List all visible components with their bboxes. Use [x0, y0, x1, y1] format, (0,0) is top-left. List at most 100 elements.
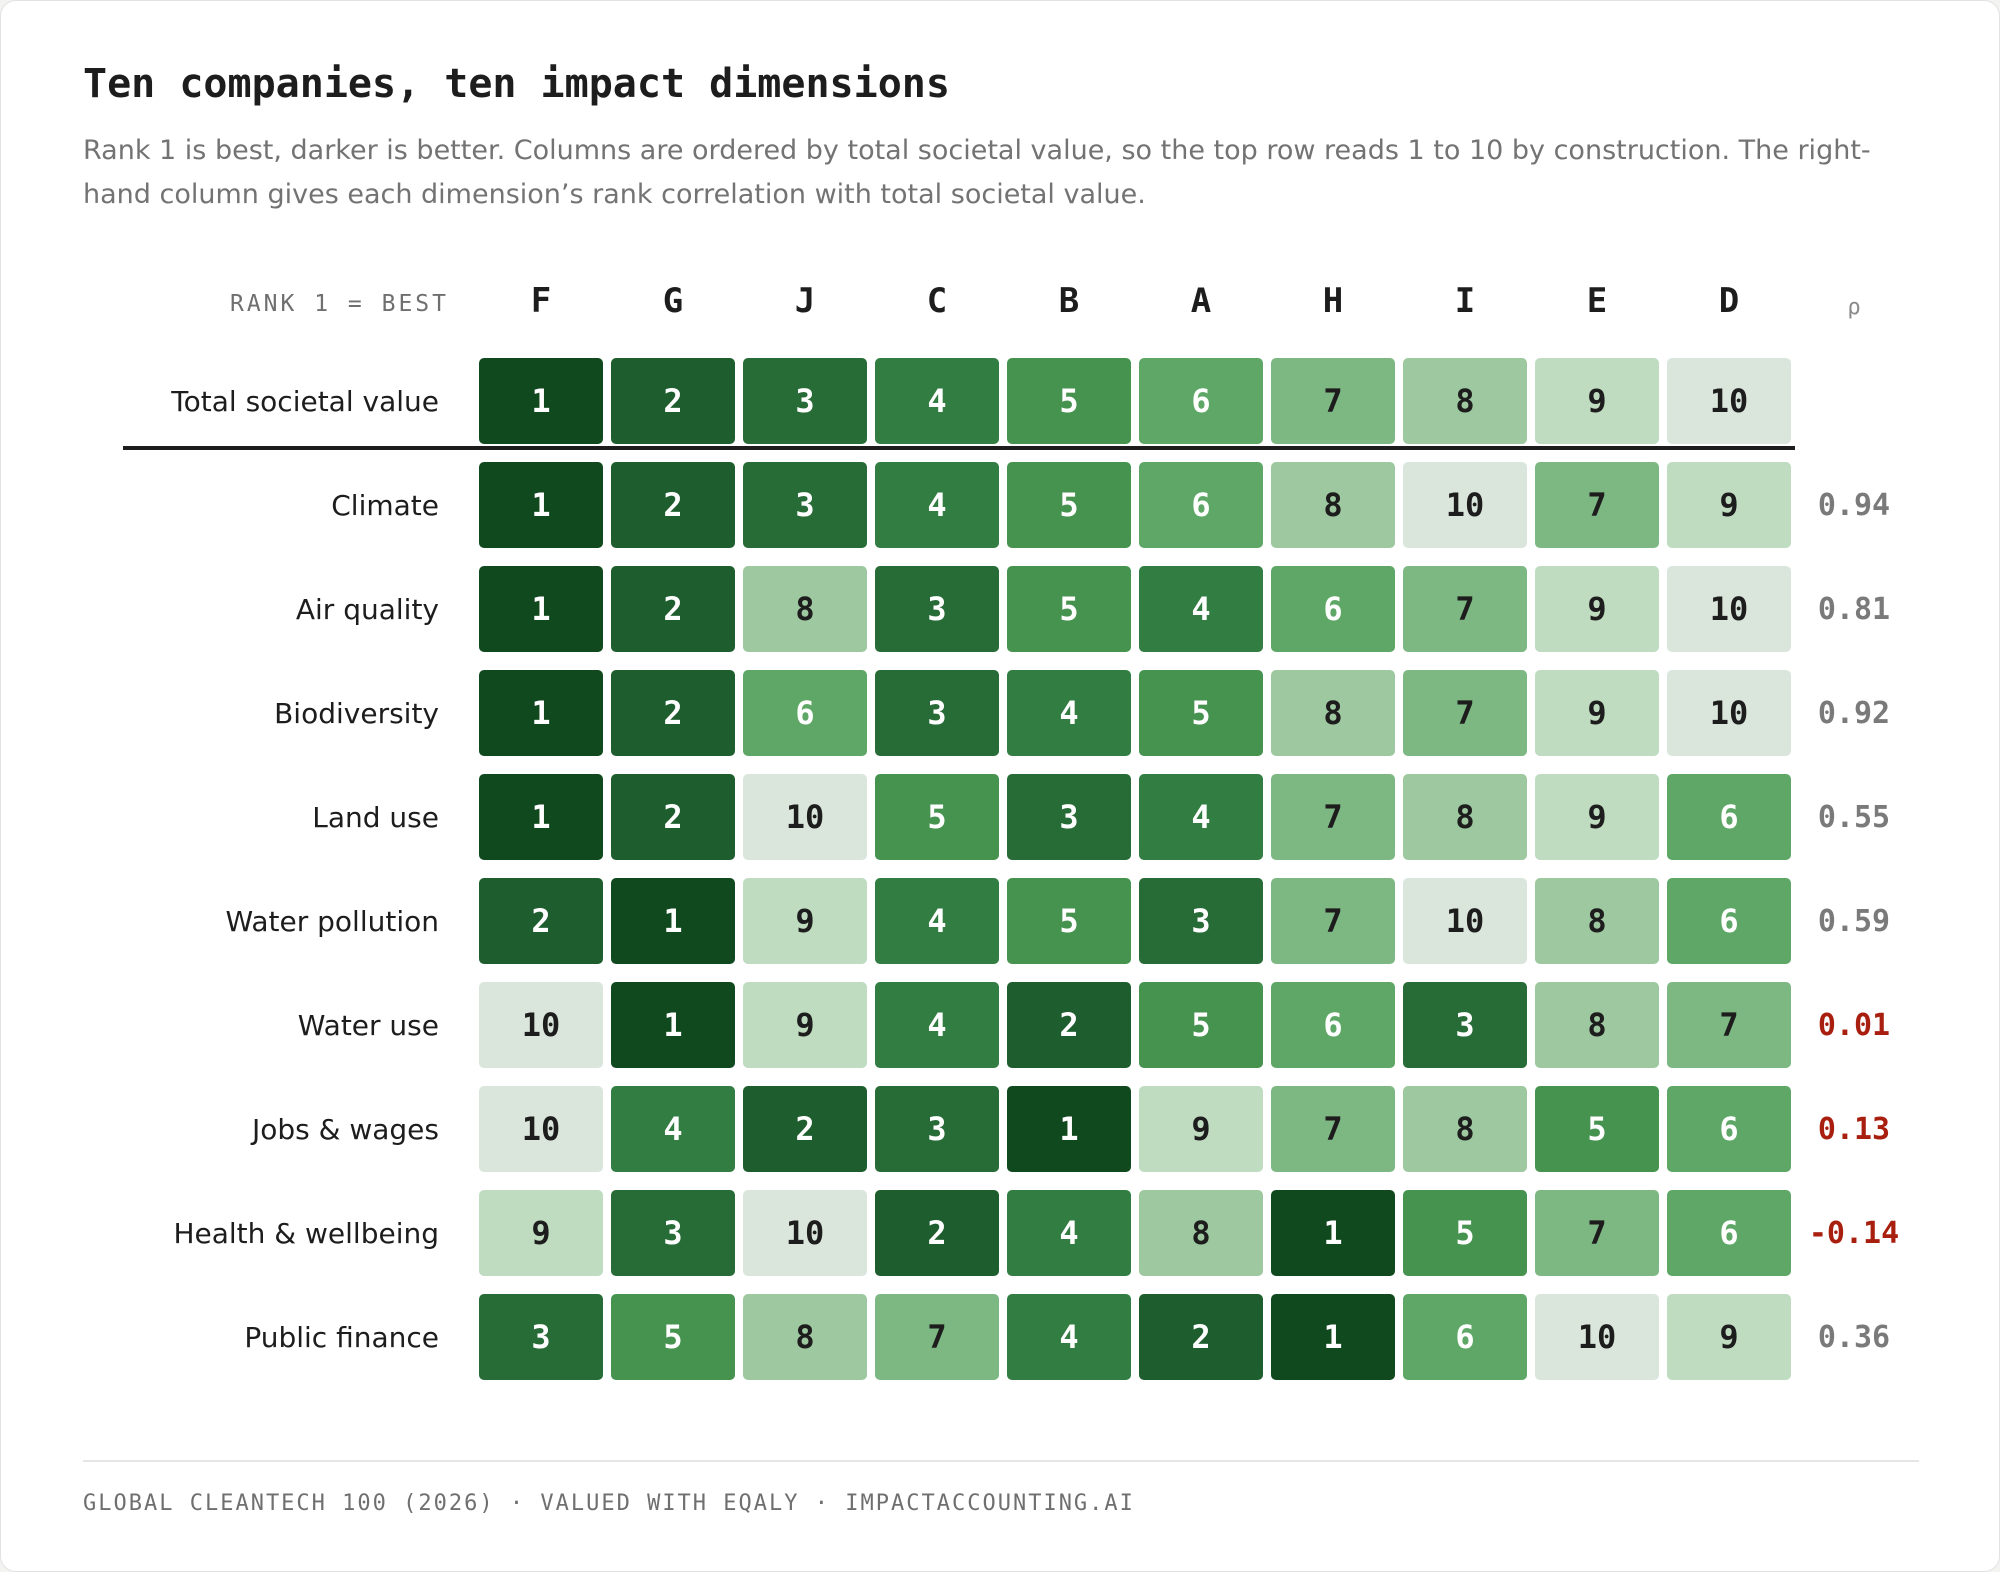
correlation-value-climate: 0.94: [1817, 487, 1891, 523]
rank-cell-water-pollution-g: 1: [611, 878, 735, 964]
rank-cell-biodiversity-f: 1: [479, 670, 603, 756]
rank-cell-total-societal-value-i: 8: [1403, 358, 1527, 444]
correlation-value-water-pollution: 0.59: [1817, 903, 1891, 939]
rank-cell-biodiversity-b: 4: [1007, 670, 1131, 756]
rank-cell-health-and-wellbeing-f: 9: [479, 1190, 603, 1276]
total-row-divider: [123, 446, 1795, 450]
rank-cell-climate-f: 1: [479, 462, 603, 548]
rank-cell-climate-c: 4: [875, 462, 999, 548]
rank-cell-water-use-e: 8: [1535, 982, 1659, 1068]
rank-cell-health-and-wellbeing-e: 7: [1535, 1190, 1659, 1276]
rank-cell-jobs-and-wages-i: 8: [1403, 1086, 1527, 1172]
rank-cell-public-finance-g: 5: [611, 1294, 735, 1380]
rank-cell-climate-b: 5: [1007, 462, 1131, 548]
rank-cell-water-pollution-e: 8: [1535, 878, 1659, 964]
rank-cell-land-use-h: 7: [1271, 774, 1395, 860]
rank-cell-air-quality-b: 5: [1007, 566, 1131, 652]
column-header-b: B: [1058, 281, 1080, 321]
rank-cell-climate-g: 2: [611, 462, 735, 548]
correlation-value-land-use: 0.55: [1817, 799, 1891, 835]
rank-cell-total-societal-value-e: 9: [1535, 358, 1659, 444]
column-header-f: F: [530, 281, 552, 321]
rank-cell-air-quality-f: 1: [479, 566, 603, 652]
correlation-value-health-and-wellbeing: -0.14: [1808, 1215, 1900, 1251]
column-header-d: D: [1718, 281, 1740, 321]
rank-cell-public-finance-j: 8: [743, 1294, 867, 1380]
rank-cell-health-and-wellbeing-a: 8: [1139, 1190, 1263, 1276]
rank-cell-water-pollution-j: 9: [743, 878, 867, 964]
rank-cell-air-quality-c: 3: [875, 566, 999, 652]
rank-cell-land-use-c: 5: [875, 774, 999, 860]
rank-cell-total-societal-value-b: 5: [1007, 358, 1131, 444]
rank-cell-health-and-wellbeing-c: 2: [875, 1190, 999, 1276]
rank-cell-land-use-j: 10: [743, 774, 867, 860]
rank-cell-air-quality-g: 2: [611, 566, 735, 652]
rank-cell-biodiversity-e: 9: [1535, 670, 1659, 756]
column-header-a: A: [1190, 281, 1212, 321]
rank-cell-biodiversity-j: 6: [743, 670, 867, 756]
rank-cell-land-use-f: 1: [479, 774, 603, 860]
rank-cell-water-use-h: 6: [1271, 982, 1395, 1068]
rank-cell-jobs-and-wages-d: 6: [1667, 1086, 1791, 1172]
rank-cell-health-and-wellbeing-d: 6: [1667, 1190, 1791, 1276]
rank-cell-water-pollution-f: 2: [479, 878, 603, 964]
rank-cell-public-finance-e: 10: [1535, 1294, 1659, 1380]
rank-cell-jobs-and-wages-h: 7: [1271, 1086, 1395, 1172]
rank-cell-climate-e: 7: [1535, 462, 1659, 548]
chart-subtitle: Rank 1 is best, darker is better. Column…: [83, 135, 1871, 210]
rank-cell-biodiversity-c: 3: [875, 670, 999, 756]
rank-cell-jobs-and-wages-b: 1: [1007, 1086, 1131, 1172]
rank-cell-jobs-and-wages-j: 2: [743, 1086, 867, 1172]
rank-cell-water-use-b: 2: [1007, 982, 1131, 1068]
rank-cell-land-use-b: 3: [1007, 774, 1131, 860]
rank-cell-climate-j: 3: [743, 462, 867, 548]
rank-cell-health-and-wellbeing-i: 5: [1403, 1190, 1527, 1276]
correlation-value-public-finance: 0.36: [1817, 1319, 1891, 1355]
column-header-g: G: [662, 281, 684, 321]
rank-cell-climate-h: 8: [1271, 462, 1395, 548]
correlation-value-water-use: 0.01: [1817, 1007, 1891, 1043]
rank-cell-jobs-and-wages-f: 10: [479, 1086, 603, 1172]
correlation-value-jobs-and-wages: 0.13: [1817, 1111, 1891, 1147]
row-label-total-societal-value: Total societal value: [171, 384, 439, 418]
rank-cell-public-finance-a: 2: [1139, 1294, 1263, 1380]
rank-cell-health-and-wellbeing-b: 4: [1007, 1190, 1131, 1276]
chart-title: Ten companies, ten impact dimensions: [83, 61, 950, 107]
rank-cell-climate-d: 9: [1667, 462, 1791, 548]
rank-cell-public-finance-b: 4: [1007, 1294, 1131, 1380]
rank-cell-jobs-and-wages-e: 5: [1535, 1086, 1659, 1172]
rank-cell-climate-i: 10: [1403, 462, 1527, 548]
rank-cell-water-use-i: 3: [1403, 982, 1527, 1068]
rank-cell-land-use-i: 8: [1403, 774, 1527, 860]
rank-cell-air-quality-e: 9: [1535, 566, 1659, 652]
correlation-value-air-quality: 0.81: [1817, 591, 1891, 627]
row-label-water-pollution: Water pollution: [225, 904, 439, 938]
rank-cell-air-quality-j: 8: [743, 566, 867, 652]
rank-cell-water-pollution-c: 4: [875, 878, 999, 964]
rank-cell-land-use-a: 4: [1139, 774, 1263, 860]
correlation-header: ρ: [1847, 295, 1861, 320]
column-header-i: I: [1454, 281, 1476, 321]
rank-cell-total-societal-value-j: 3: [743, 358, 867, 444]
rank-cell-land-use-d: 6: [1667, 774, 1791, 860]
rank-cell-land-use-g: 2: [611, 774, 735, 860]
rank-cell-water-pollution-d: 6: [1667, 878, 1791, 964]
rank-cell-water-use-j: 9: [743, 982, 867, 1068]
rank-cell-water-use-a: 5: [1139, 982, 1263, 1068]
rank-cell-water-pollution-b: 5: [1007, 878, 1131, 964]
rank-cell-health-and-wellbeing-g: 3: [611, 1190, 735, 1276]
rank-cell-land-use-e: 9: [1535, 774, 1659, 860]
rank-cell-public-finance-c: 7: [875, 1294, 999, 1380]
column-header-h: H: [1322, 281, 1344, 321]
rank-cell-biodiversity-g: 2: [611, 670, 735, 756]
correlation-value-biodiversity: 0.92: [1817, 695, 1891, 731]
rank-cell-jobs-and-wages-c: 3: [875, 1086, 999, 1172]
rank-cell-biodiversity-d: 10: [1667, 670, 1791, 756]
rank-cell-public-finance-d: 9: [1667, 1294, 1791, 1380]
rank-cell-air-quality-a: 4: [1139, 566, 1263, 652]
row-label-public-finance: Public finance: [244, 1320, 439, 1354]
row-label-health-and-wellbeing: Health & wellbeing: [173, 1216, 439, 1250]
column-header-c: C: [926, 281, 948, 321]
rank-cell-biodiversity-i: 7: [1403, 670, 1527, 756]
